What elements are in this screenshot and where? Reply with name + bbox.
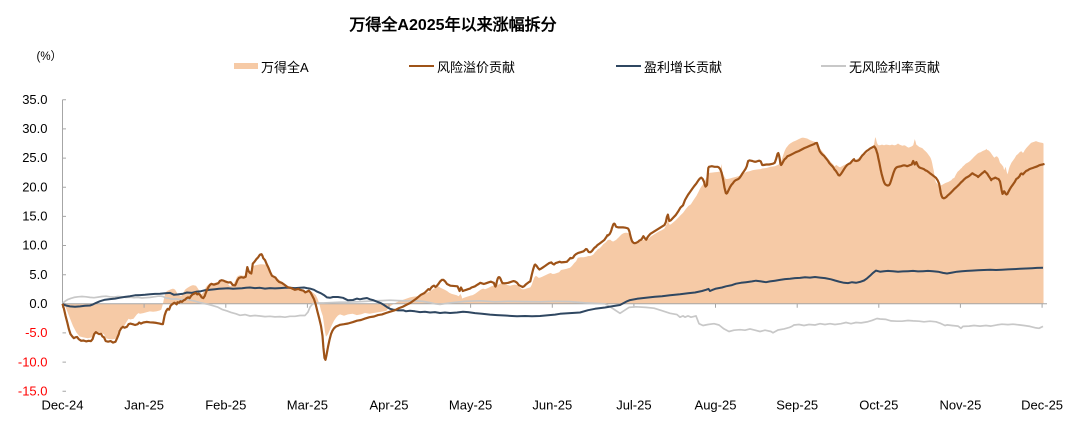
svg-text:Aug-25: Aug-25 — [695, 398, 737, 413]
svg-text:Sep-25: Sep-25 — [776, 398, 818, 413]
svg-text:Oct-25: Oct-25 — [859, 398, 898, 413]
svg-text:Jul-25: Jul-25 — [616, 398, 651, 413]
svg-text:10.0: 10.0 — [22, 238, 47, 253]
svg-text:25.0: 25.0 — [22, 150, 47, 165]
svg-text:5.0: 5.0 — [29, 267, 47, 282]
svg-text:-5.0: -5.0 — [25, 325, 47, 340]
svg-text:Apr-25: Apr-25 — [369, 398, 408, 413]
svg-text:30.0: 30.0 — [22, 121, 47, 136]
svg-text:-15.0: -15.0 — [18, 383, 48, 398]
svg-text:Dec-24: Dec-24 — [42, 398, 84, 413]
svg-text:-10.0: -10.0 — [18, 354, 48, 369]
svg-text:20.0: 20.0 — [22, 179, 47, 194]
svg-text:Mar-25: Mar-25 — [287, 398, 328, 413]
svg-text:Jun-25: Jun-25 — [532, 398, 572, 413]
svg-text:35.0: 35.0 — [22, 92, 47, 107]
svg-text:Jan-25: Jan-25 — [124, 398, 164, 413]
svg-text:0.0: 0.0 — [29, 296, 47, 311]
svg-text:Nov-25: Nov-25 — [939, 398, 981, 413]
svg-text:Feb-25: Feb-25 — [205, 398, 246, 413]
svg-text:May-25: May-25 — [449, 398, 492, 413]
svg-text:Dec-25: Dec-25 — [1021, 398, 1063, 413]
svg-text:15.0: 15.0 — [22, 209, 47, 224]
